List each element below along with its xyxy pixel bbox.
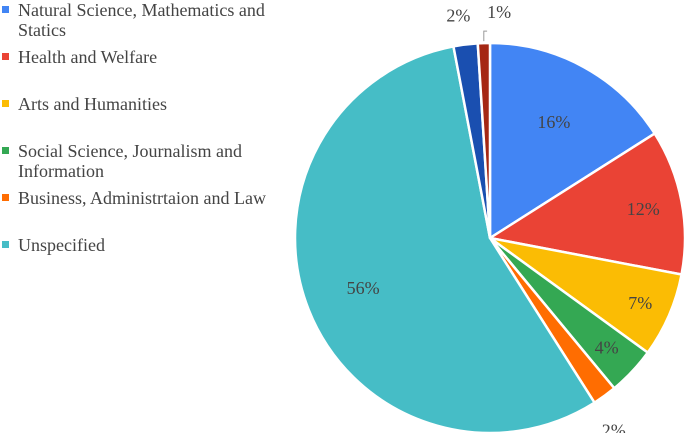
legend-item-unspecified: Unspecified <box>2 235 302 255</box>
legend-item-natural-science: Natural Science, Mathematics and Statics <box>2 0 302 40</box>
legend-item-health-welfare: Health and Welfare <box>2 47 302 67</box>
slice-label-1: 12% <box>627 199 660 219</box>
legend-label-health-welfare: Health and Welfare <box>18 47 158 67</box>
legend-item-arts-humanities: Arts and Humanities <box>2 94 302 114</box>
legend-item-business-law: Business, Administrtaion and Law <box>2 188 302 208</box>
legend-swatch-natural-science <box>2 6 9 13</box>
legend-swatch-unspecified <box>2 241 9 248</box>
slice-label-0: 16% <box>537 112 570 132</box>
leader-lines <box>483 30 488 42</box>
slice-label-7: 1% <box>487 2 511 22</box>
pie-slices <box>293 41 685 433</box>
pie-slice-7 <box>476 41 492 240</box>
legend-swatch-arts-humanities <box>2 100 9 107</box>
legend-swatch-business-law <box>2 194 9 201</box>
legend-label-arts-humanities: Arts and Humanities <box>18 94 167 114</box>
legend-item-social-science: Social Science, Journalism and Informati… <box>2 141 302 181</box>
legend-label-natural-science: Natural Science, Mathematics and Statics <box>18 0 265 40</box>
slice-labels: 16% 12% 7% 4% 2% 56% 2% 1% <box>347 2 660 433</box>
slice-label-3: 4% <box>595 338 619 358</box>
pie-slice-0 <box>488 41 656 240</box>
leader-line-7 <box>483 30 488 42</box>
pie-slice-1 <box>488 132 685 276</box>
slice-label-2: 7% <box>628 293 652 313</box>
slice-label-4: 2% <box>602 420 626 433</box>
legend-swatch-health-welfare <box>2 53 9 60</box>
slice-label-5: 56% <box>347 278 380 298</box>
legend-swatch-social-science <box>2 147 9 154</box>
slice-label-6: 2% <box>446 5 470 25</box>
legend-label-social-science: Social Science, Journalism and Informati… <box>18 141 242 181</box>
legend-label-unspecified: Unspecified <box>18 235 105 255</box>
legend-label-business-law: Business, Administrtaion and Law <box>18 188 266 208</box>
